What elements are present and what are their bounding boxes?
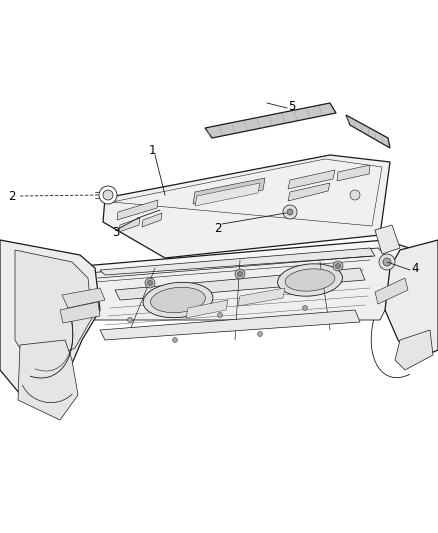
Circle shape bbox=[99, 186, 117, 204]
Polygon shape bbox=[238, 288, 285, 306]
Circle shape bbox=[303, 305, 307, 311]
Polygon shape bbox=[18, 340, 78, 420]
Polygon shape bbox=[60, 302, 100, 323]
Polygon shape bbox=[205, 103, 336, 138]
Circle shape bbox=[379, 254, 395, 270]
Ellipse shape bbox=[143, 282, 213, 318]
Polygon shape bbox=[186, 300, 228, 318]
Circle shape bbox=[350, 190, 360, 200]
Polygon shape bbox=[15, 250, 92, 368]
Circle shape bbox=[336, 263, 340, 269]
Polygon shape bbox=[395, 330, 433, 370]
Polygon shape bbox=[62, 288, 105, 308]
Polygon shape bbox=[195, 183, 260, 206]
Circle shape bbox=[258, 332, 262, 336]
Polygon shape bbox=[119, 218, 140, 232]
Circle shape bbox=[148, 280, 152, 286]
Circle shape bbox=[173, 337, 177, 343]
Ellipse shape bbox=[285, 269, 335, 291]
Ellipse shape bbox=[278, 264, 343, 296]
Circle shape bbox=[127, 318, 133, 322]
Polygon shape bbox=[346, 115, 390, 148]
Polygon shape bbox=[288, 170, 335, 189]
Polygon shape bbox=[288, 183, 330, 201]
Polygon shape bbox=[375, 225, 400, 254]
Polygon shape bbox=[385, 240, 438, 360]
Polygon shape bbox=[115, 268, 365, 300]
Circle shape bbox=[237, 271, 243, 277]
Polygon shape bbox=[142, 213, 162, 227]
Circle shape bbox=[145, 278, 155, 288]
Polygon shape bbox=[0, 240, 100, 400]
Text: 2: 2 bbox=[214, 222, 222, 235]
Text: 5: 5 bbox=[288, 101, 296, 114]
Polygon shape bbox=[193, 178, 265, 204]
Circle shape bbox=[287, 209, 293, 215]
Circle shape bbox=[383, 258, 391, 266]
Circle shape bbox=[235, 269, 245, 279]
Circle shape bbox=[333, 261, 343, 271]
Polygon shape bbox=[375, 278, 408, 304]
Polygon shape bbox=[117, 200, 158, 220]
Polygon shape bbox=[60, 248, 395, 320]
Polygon shape bbox=[103, 155, 390, 258]
Ellipse shape bbox=[151, 287, 205, 313]
Polygon shape bbox=[337, 165, 370, 181]
Polygon shape bbox=[50, 240, 420, 315]
Circle shape bbox=[283, 205, 297, 219]
Circle shape bbox=[218, 312, 223, 318]
Text: 3: 3 bbox=[112, 225, 120, 238]
Text: 2: 2 bbox=[8, 190, 16, 203]
Polygon shape bbox=[100, 248, 375, 275]
Polygon shape bbox=[100, 310, 360, 340]
Text: 1: 1 bbox=[148, 143, 156, 157]
Text: 4: 4 bbox=[411, 262, 419, 274]
Circle shape bbox=[103, 190, 113, 200]
